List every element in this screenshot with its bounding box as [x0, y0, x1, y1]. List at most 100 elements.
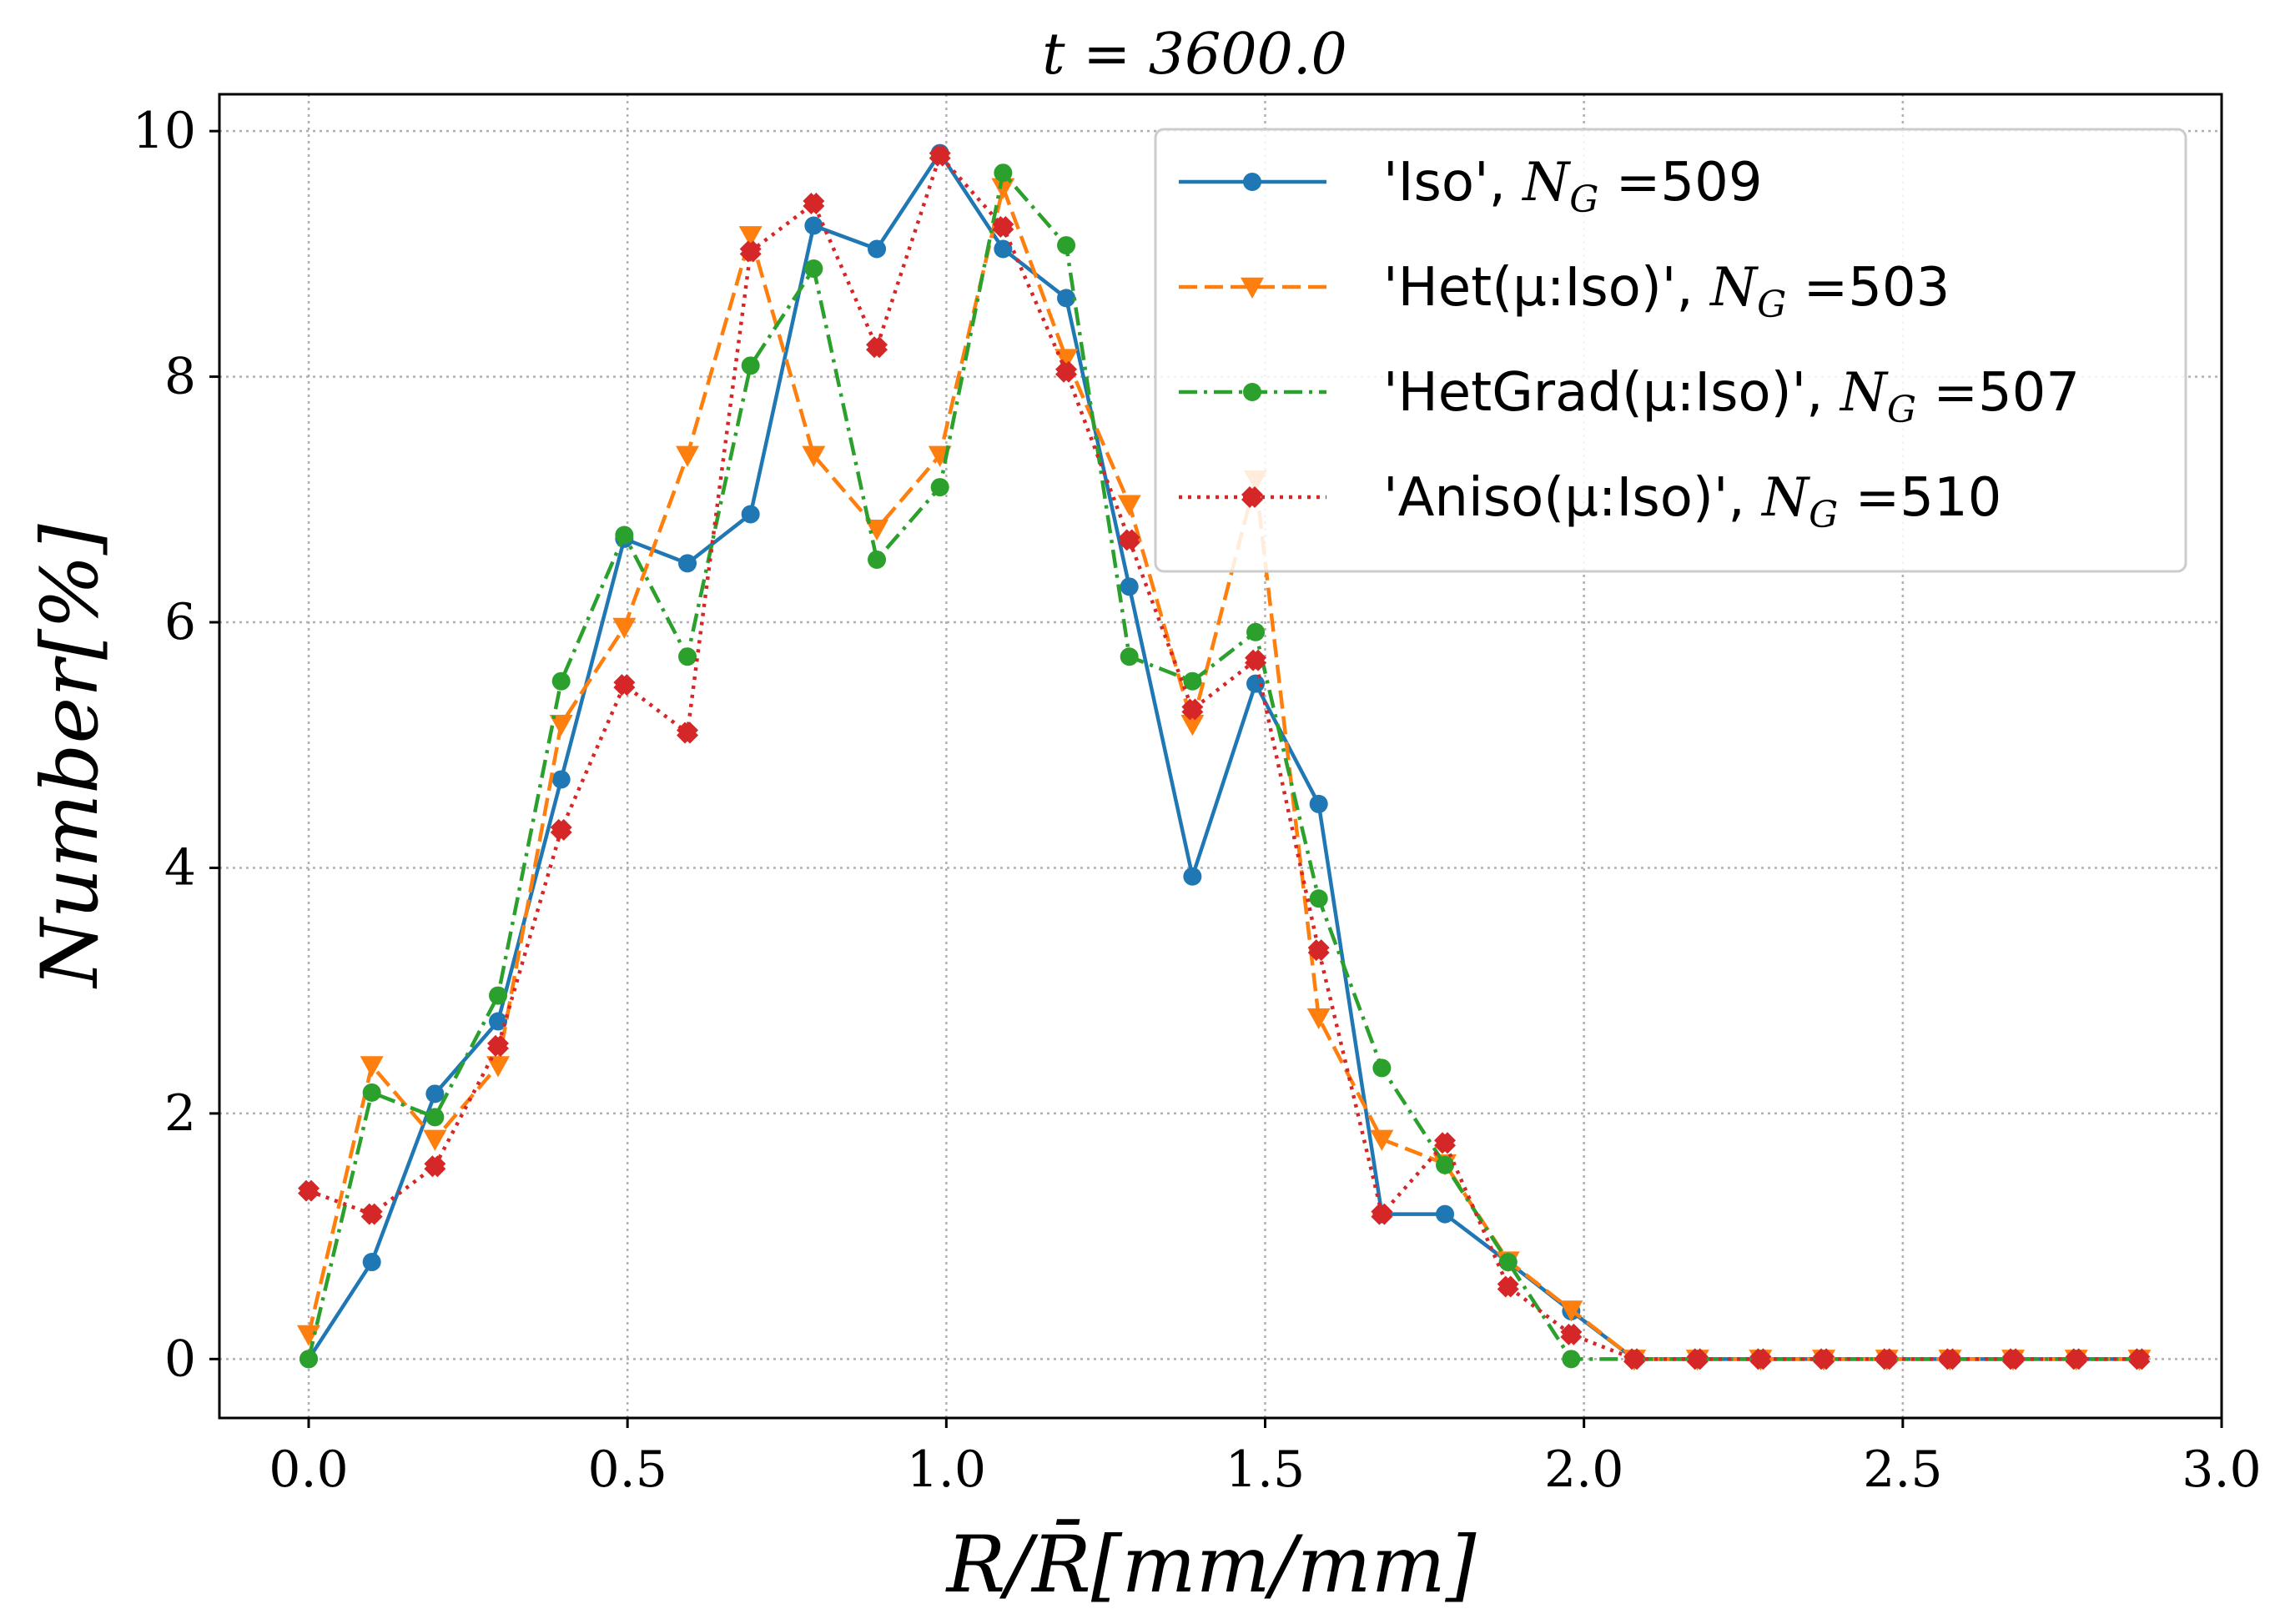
data-point	[1118, 529, 1140, 551]
series-4	[298, 144, 2151, 1370]
legend-item-1: 'Iso', NG =509	[1179, 152, 1763, 221]
legend-marker	[1243, 173, 1261, 191]
x-tick-label: 0.0	[269, 1440, 348, 1499]
data-point	[1246, 674, 1266, 693]
x-tick-label: 2.5	[1863, 1440, 1942, 1499]
legend-box	[1154, 128, 2187, 573]
data-point	[741, 505, 760, 524]
series-line	[308, 153, 2140, 1361]
legend-item-2: 'Het(μ:Iso)', NG =503	[1179, 257, 1950, 326]
data-point	[677, 721, 699, 744]
data-point	[550, 818, 572, 841]
data-point	[992, 215, 1014, 238]
data-point	[1246, 622, 1266, 641]
data-point	[1054, 349, 1079, 370]
legend-item-4: 'Aniso(μ:Iso)', NG =510	[1179, 467, 2001, 536]
data-point	[612, 617, 637, 639]
data-point	[739, 240, 762, 263]
data-point	[1183, 867, 1202, 886]
data-point	[549, 715, 573, 737]
data-point	[360, 1203, 383, 1225]
x-tick-label: 1.5	[1226, 1440, 1305, 1499]
y-tick-label: 2	[164, 1084, 196, 1143]
legend-label: 'Aniso(μ:Iso)', NG =510	[1383, 467, 2001, 536]
legend: 'Iso', NG =509'Het(μ:Iso)', NG =503'HetG…	[1154, 128, 2187, 573]
y-axis: 0 2 4 6 8 10	[133, 102, 219, 1388]
legend-marker	[1241, 486, 1263, 508]
legend-value: 507	[1978, 362, 2080, 424]
data-point	[1309, 794, 1328, 813]
data-point	[1371, 1203, 1393, 1225]
data-point	[487, 1034, 510, 1057]
data-point	[803, 193, 825, 215]
data-point	[297, 1325, 321, 1346]
data-point	[362, 1083, 381, 1102]
data-point	[1309, 889, 1328, 908]
data-point	[2128, 1348, 2151, 1370]
data-point	[613, 674, 636, 696]
legend-equals: =	[1786, 257, 1848, 319]
y-axis-label: Number[%]	[25, 524, 116, 989]
legend-label: 'HetGrad(μ:Iso)', NG =507	[1383, 362, 2080, 431]
data-point	[489, 986, 508, 1005]
data-point	[551, 770, 571, 789]
data-point	[1436, 1155, 1455, 1174]
data-point	[2002, 1348, 2025, 1370]
legend-ng-subscript: G	[1887, 389, 1916, 431]
data-point	[486, 1056, 511, 1078]
data-point	[424, 1155, 446, 1178]
data-point	[1307, 939, 1330, 962]
data-point	[362, 1253, 381, 1272]
legend-value: 503	[1848, 257, 1950, 319]
legend-equals: =	[1916, 362, 1978, 424]
legend-label-text: 'Aniso(μ:Iso)',	[1383, 467, 1762, 529]
x-tick-label: 3.0	[2182, 1440, 2261, 1499]
data-point	[2065, 1348, 2087, 1370]
data-point	[1057, 236, 1076, 255]
data-point	[1560, 1323, 1583, 1345]
data-point	[991, 178, 1015, 199]
data-point	[1623, 1348, 1646, 1370]
data-point	[360, 1056, 384, 1078]
legend-ng-subscript: G	[1809, 494, 1838, 536]
data-point	[930, 478, 949, 497]
x-tick-label: 2.0	[1544, 1440, 1623, 1499]
data-point	[1370, 1129, 1394, 1151]
data-point	[678, 647, 697, 666]
legend-ng-subscript: G	[1569, 178, 1598, 221]
legend-label-text: 'Iso',	[1383, 152, 1523, 214]
data-point	[1749, 1348, 1772, 1370]
chart-title: t = 3600.0	[1042, 22, 1346, 88]
data-point	[1497, 1275, 1519, 1298]
data-point	[1180, 715, 1205, 737]
legend-label-text: 'Het(μ:Iso)',	[1383, 257, 1710, 319]
data-point	[738, 226, 763, 248]
x-tick-label: 0.5	[587, 1440, 667, 1499]
x-axis: 0.0 0.5 1.0 1.5 2.0 2.5 3.0	[269, 1418, 2262, 1499]
y-tick-label: 0	[164, 1330, 196, 1388]
legend-ng-symbol: N	[1709, 257, 1759, 319]
y-tick-label: 4	[164, 838, 196, 897]
data-point	[865, 519, 889, 541]
legend-item-3: 'HetGrad(μ:Iso)', NG =507	[1179, 362, 2080, 431]
legend-ng-symbol: N	[1521, 152, 1571, 214]
plot-frame	[218, 93, 2223, 1420]
legend-ng-subscript: G	[1757, 284, 1786, 326]
legend-value: 509	[1660, 152, 1762, 214]
data-point	[678, 554, 697, 573]
legend-ng-symbol: N	[1839, 362, 1889, 424]
data-point	[425, 1084, 445, 1104]
data-point	[1498, 1253, 1518, 1272]
data-point	[741, 356, 760, 375]
data-point	[994, 239, 1013, 259]
y-tick-label: 10	[133, 102, 196, 160]
data-point	[425, 1108, 445, 1127]
data-point	[802, 445, 826, 467]
data-point	[1436, 1204, 1455, 1224]
legend-equals: =	[1598, 152, 1660, 214]
data-point	[551, 671, 571, 691]
legend-label: 'Het(μ:Iso)', NG =503	[1383, 257, 1950, 326]
data-point	[1434, 1132, 1457, 1154]
data-point	[676, 445, 700, 467]
